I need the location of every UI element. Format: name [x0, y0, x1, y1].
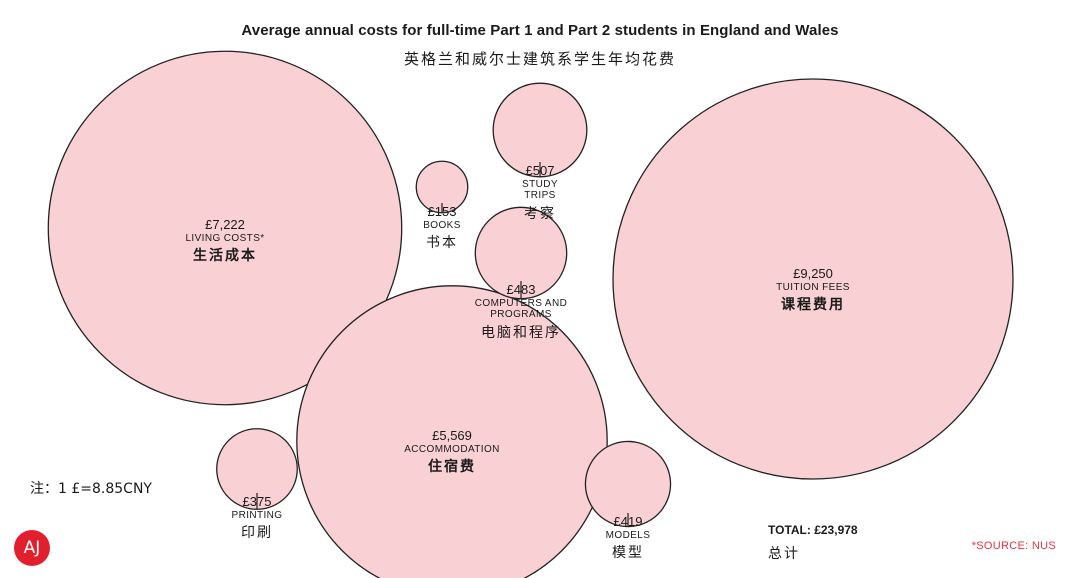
value-label: £153	[427, 204, 457, 219]
bubble-printing	[216, 428, 298, 510]
category-label-zh: 课程费用	[780, 297, 845, 314]
category-label-zh: 考察	[524, 205, 556, 222]
category-label-zh: 住宿费	[427, 459, 476, 476]
value-label: £5,569	[432, 428, 472, 443]
category-label: LIVING COSTS*	[185, 232, 265, 244]
category-label-zh: 模型	[611, 545, 644, 562]
category-label: ACCOMMODATION	[404, 443, 500, 455]
value-label: £483	[506, 282, 536, 297]
bubble-label-tuition: £9,250 TUITION FEES 课程费用	[776, 266, 850, 314]
bubble-label-living: £7,222 LIVING COSTS* 生活成本	[185, 217, 265, 265]
value-label: £375	[242, 494, 272, 509]
source-note: *SOURCE: NUS	[971, 540, 1056, 552]
total-label-zh: 总计	[768, 546, 800, 562]
category-label: COMPUTERS AND PROGRAMS	[474, 297, 568, 321]
category-label: STUDY TRIPS	[522, 178, 558, 202]
value-label: £419	[613, 514, 643, 529]
category-label-zh: 生活成本	[192, 248, 257, 265]
value-label: £7,222	[205, 217, 245, 232]
page-subtitle: 英格兰和威尔士建筑系学生年均花费	[403, 50, 676, 68]
bubble-living	[47, 50, 403, 406]
bubble-accommodation	[296, 285, 608, 578]
bubble-tuition	[612, 78, 1014, 480]
category-label-zh: 书本	[425, 235, 458, 252]
category-label: BOOKS	[423, 219, 461, 231]
category-label: PRINTING	[231, 509, 283, 521]
category-label: MODELS	[605, 529, 651, 541]
exchange-rate-note: 注：1 £=8.85CNY	[30, 481, 152, 497]
page-title: Average annual costs for full-time Part …	[241, 22, 839, 39]
total-value: TOTAL: £23,978	[768, 523, 858, 537]
category-label-zh: 印刷	[240, 525, 273, 542]
bubble-label-study-trips: £507 STUDY TRIPS 考察	[522, 163, 558, 222]
bubble-label-models: £419 MODELS 模型	[605, 514, 651, 562]
bubble-label-computers: £483 COMPUTERS AND PROGRAMS 电脑和程序	[474, 282, 568, 341]
bubble-label-books: £153 BOOKS 书本	[423, 204, 461, 252]
aj-logo: AJ	[14, 530, 50, 566]
bubble-label-printing: £375 PRINTING 印刷	[231, 494, 283, 542]
value-label: £9,250	[793, 266, 833, 281]
category-label-zh: 电脑和程序	[481, 324, 561, 341]
bubble-books	[415, 160, 469, 214]
bubble-label-accommodation: £5,569 ACCOMMODATION 住宿费	[404, 428, 500, 476]
value-label: £507	[525, 163, 555, 178]
category-label: TUITION FEES	[776, 281, 850, 293]
bubble-study-trips	[492, 82, 588, 178]
